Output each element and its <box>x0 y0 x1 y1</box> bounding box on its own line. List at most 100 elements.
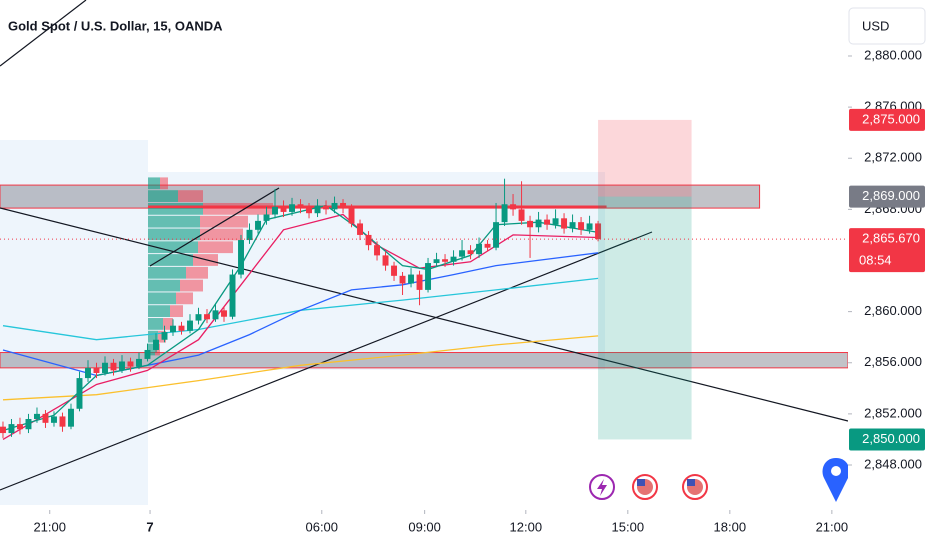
candle-body <box>289 204 295 212</box>
x-tick-label: 21:00 <box>816 519 849 534</box>
time-axis-panel <box>0 510 848 550</box>
candle-body <box>578 222 585 230</box>
profile-up <box>148 202 203 215</box>
candle-body <box>595 223 602 240</box>
candle-body <box>110 362 117 371</box>
profile-down <box>186 266 208 279</box>
profile-up <box>148 215 200 228</box>
candle-body <box>493 222 500 248</box>
candle-body <box>416 274 423 290</box>
candle-body <box>280 206 287 212</box>
candle-body <box>323 205 329 210</box>
trend-line <box>149 187 280 267</box>
y-tick-label: 2,872.000 <box>864 150 922 165</box>
candle-body <box>510 204 517 210</box>
candle-body <box>391 265 398 276</box>
price-label-box <box>849 185 925 208</box>
profile-down <box>180 279 203 292</box>
currency-button[interactable] <box>848 7 926 45</box>
candle-body <box>484 243 491 248</box>
candle-body <box>127 361 134 367</box>
candle-body <box>76 378 83 409</box>
candle-body <box>34 413 40 419</box>
candle-body <box>153 339 159 350</box>
candle-body <box>170 325 176 333</box>
profile-down <box>160 177 168 190</box>
session-bg <box>0 140 148 505</box>
candle-body <box>535 219 542 228</box>
candle-body <box>518 209 525 221</box>
events <box>589 458 850 502</box>
flag-icon <box>637 479 645 486</box>
candle-body <box>348 208 355 224</box>
profile-down <box>200 228 243 241</box>
candle-body <box>221 310 227 317</box>
candle-body <box>459 250 466 257</box>
trend-line <box>0 231 653 491</box>
candle-body <box>212 310 219 320</box>
price-label-box <box>849 108 925 131</box>
profile-down <box>163 318 173 330</box>
candle-body <box>476 243 483 255</box>
candle-body <box>238 240 244 275</box>
candle-body <box>85 367 91 379</box>
profile-up <box>148 254 193 266</box>
y-tick-label: 2,860.000 <box>864 303 922 318</box>
location-pin[interactable] <box>822 458 850 502</box>
x-tick-label: 7 <box>146 519 153 534</box>
profile-up <box>148 177 160 190</box>
stop-zone <box>598 119 692 197</box>
moving-average <box>2 213 599 440</box>
location-pin-dot <box>831 466 841 476</box>
chart-title: Gold Spot / U.S. Dollar, 15, OANDA <box>8 18 223 33</box>
candle-body <box>433 259 440 264</box>
profile-down <box>176 292 193 305</box>
profile-up <box>148 228 200 241</box>
candle-body <box>136 358 142 367</box>
profile-up <box>148 343 155 356</box>
candle-body <box>204 314 210 320</box>
candle-body <box>161 332 168 340</box>
candle-body <box>527 220 534 228</box>
candle-body <box>331 202 338 210</box>
candle-body <box>306 208 312 214</box>
candle-body <box>442 259 449 262</box>
profile-up <box>148 318 163 330</box>
profile-up <box>148 190 178 202</box>
profile-down <box>170 305 183 318</box>
labels: 2,848.000 2,852.000 2,856.000 2,860.000 2,86… <box>33 47 925 534</box>
price-label-box <box>849 228 925 273</box>
profile-up <box>148 266 186 279</box>
price-label: 2,875.000 <box>862 111 920 126</box>
x-tick-label: 12:00 <box>510 519 543 534</box>
y-tick-label: 2,852.000 <box>864 405 922 420</box>
candle-body <box>272 206 278 215</box>
moving-average <box>2 335 599 401</box>
candle-body <box>425 263 432 290</box>
candle-body <box>552 218 559 225</box>
candle-body <box>68 408 74 427</box>
candle-body <box>229 274 236 317</box>
candle-body <box>382 255 389 266</box>
candle-body <box>569 222 576 229</box>
candle-body <box>365 234 372 246</box>
candle-body <box>102 362 108 373</box>
x-tick-label: 18:00 <box>714 519 747 534</box>
lightning-icon <box>597 479 607 496</box>
flag-icon <box>687 479 695 486</box>
profile-up <box>148 330 158 343</box>
x-tick-label: 06:00 <box>305 519 338 534</box>
candle-body <box>357 223 364 235</box>
y-tick-label: 2,856.000 <box>864 354 922 369</box>
price-label: 2,850.000 <box>862 431 920 446</box>
candle-body <box>263 214 270 221</box>
candle-body <box>178 325 185 331</box>
axis-panel <box>848 0 932 550</box>
profile-up <box>148 279 180 292</box>
candle-body <box>544 219 551 225</box>
x-tick-label: 15:00 <box>612 519 645 534</box>
countdown: 08:54 <box>859 253 892 268</box>
